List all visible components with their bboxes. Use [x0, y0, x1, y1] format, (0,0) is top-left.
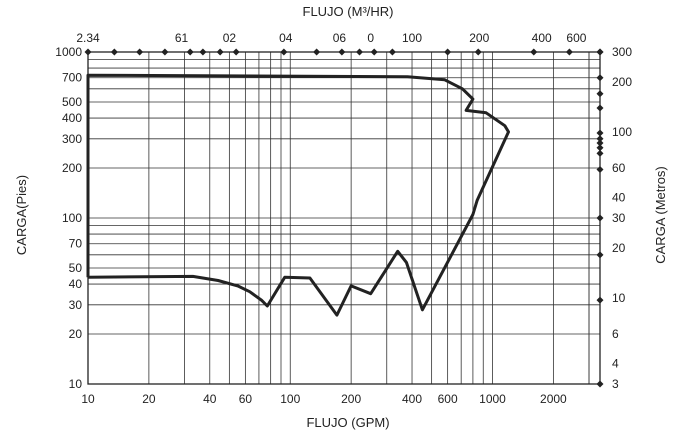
- left-tick-label: 500: [62, 95, 82, 109]
- right-tick-label: 6: [612, 327, 619, 341]
- bottom-tick-label: 200: [341, 392, 361, 406]
- right-axis-marker: [596, 380, 604, 388]
- top-axis-marker: [444, 48, 452, 56]
- bottom-axis-title: FLUJO (GPM): [306, 415, 389, 430]
- top-axis-marker: [356, 48, 364, 56]
- performance-curve-line: [86, 73, 510, 317]
- top-tick-label: 02: [223, 31, 237, 45]
- right-axis-marker: [596, 135, 604, 143]
- top-axis-marker: [199, 48, 207, 56]
- top-axis-marker: [370, 48, 378, 56]
- left-tick-label: 40: [69, 277, 83, 291]
- top-axis-title: FLUJO (M³/HR): [303, 4, 394, 19]
- right-tick-label: 10: [612, 291, 626, 305]
- right-tick-label: 100: [612, 125, 632, 139]
- top-tick-label: 06: [333, 31, 347, 45]
- right-tick-label: 60: [612, 161, 626, 175]
- top-tick-label: 04: [279, 31, 293, 45]
- left-tick-label: 50: [69, 261, 83, 275]
- right-axis-marker: [596, 90, 604, 98]
- top-axis-marker: [232, 48, 240, 56]
- bottom-tick-label: 40: [203, 392, 217, 406]
- left-tick-label: 400: [62, 111, 82, 125]
- top-tick-label: 0: [367, 31, 374, 45]
- grid-layer: [87, 51, 600, 385]
- right-axis-marker: [596, 214, 604, 222]
- top-axis-marker: [186, 48, 194, 56]
- bottom-tick-label: 10: [81, 392, 95, 406]
- top-axis-marker: [474, 48, 482, 56]
- right-axis-marker: [596, 139, 604, 147]
- left-axis-title: CARGA(Pies): [14, 175, 29, 255]
- label-layer: 10 20 40 60 100 200 400 600 1000 2000102030405070…: [55, 31, 632, 406]
- left-tick-label: 100: [62, 211, 82, 225]
- right-tick-label: 4: [612, 356, 619, 370]
- right-axis-marker: [596, 129, 604, 137]
- top-tick-label: 61: [175, 31, 189, 45]
- bottom-tick-label: 600: [438, 392, 458, 406]
- right-axis-marker: [596, 149, 604, 157]
- top-tick-label: 600: [566, 31, 586, 45]
- right-tick-label: 200: [612, 75, 632, 89]
- marker-layer: [84, 48, 604, 388]
- left-tick-label: 1000: [55, 45, 82, 59]
- bottom-tick-label: 20: [142, 392, 156, 406]
- left-tick-label: 700: [62, 71, 82, 85]
- top-axis-marker: [84, 48, 92, 56]
- right-axis-marker: [596, 74, 604, 82]
- right-tick-label: 30: [612, 211, 626, 225]
- top-axis-marker: [338, 48, 346, 56]
- top-axis-marker: [136, 48, 144, 56]
- right-axis-marker: [596, 104, 604, 112]
- left-tick-label: 20: [69, 327, 83, 341]
- top-axis-marker: [530, 48, 538, 56]
- top-tick-label: 400: [532, 31, 552, 45]
- top-axis-marker: [313, 48, 321, 56]
- left-tick-label: 30: [69, 298, 83, 312]
- right-axis-marker: [596, 296, 604, 304]
- right-tick-label: 300: [612, 45, 632, 59]
- right-axis-marker: [596, 144, 604, 152]
- top-axis-marker: [110, 48, 118, 56]
- right-tick-label: 3: [612, 377, 619, 391]
- bottom-tick-label: 100: [280, 392, 300, 406]
- left-tick-label: 10: [69, 377, 83, 391]
- right-axis-title: CARGA (Metros): [653, 166, 668, 264]
- left-tick-label: 70: [69, 237, 83, 251]
- bottom-tick-label: 400: [402, 392, 422, 406]
- top-axis-marker: [216, 48, 224, 56]
- top-tick-label: 200: [469, 31, 489, 45]
- bottom-tick-label: 1000: [479, 392, 506, 406]
- top-tick-label: 100: [402, 31, 422, 45]
- left-tick-label: 300: [62, 132, 82, 146]
- right-axis-marker: [596, 251, 604, 259]
- left-tick-label: 200: [62, 161, 82, 175]
- bottom-tick-label: 2000: [540, 392, 567, 406]
- series-layer: [86, 73, 510, 317]
- right-tick-label: 40: [612, 190, 626, 204]
- right-axis-marker: [596, 165, 604, 173]
- top-axis-marker: [280, 48, 288, 56]
- right-axis-marker: [596, 48, 604, 56]
- right-tick-label: 20: [612, 241, 626, 255]
- top-axis-marker: [565, 48, 573, 56]
- top-axis-marker: [161, 48, 169, 56]
- top-tick-label: 2.34: [76, 31, 100, 45]
- top-axis-marker: [388, 48, 396, 56]
- bottom-tick-label: 60: [239, 392, 253, 406]
